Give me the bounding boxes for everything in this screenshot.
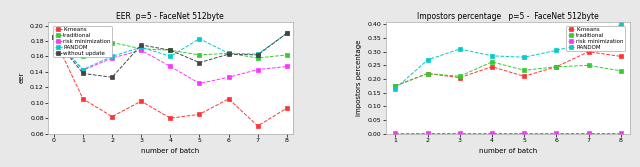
K-means (283, 107, 291, 109)
risk minimization (283, 65, 291, 67)
traditional (520, 69, 528, 71)
risk minimization (520, 132, 528, 134)
K-means (79, 98, 87, 100)
Line: traditional: traditional (394, 60, 623, 88)
RANDOM (138, 46, 145, 48)
Title: EER  p=5 - FaceNet 512byte: EER p=5 - FaceNet 512byte (116, 12, 224, 21)
risk minimization (585, 132, 593, 134)
RANDOM (552, 49, 560, 51)
traditional (617, 70, 625, 72)
risk minimization (196, 82, 204, 85)
K-means (488, 66, 496, 68)
Title: Impostors percentage   p=5 -  FaceNet 512byte: Impostors percentage p=5 - FaceNet 512by… (417, 12, 599, 21)
traditional (552, 66, 560, 68)
RANDOM (488, 55, 496, 57)
K-means (138, 100, 145, 102)
traditional (424, 72, 431, 74)
K-means (108, 116, 116, 118)
Line: K-means: K-means (394, 50, 623, 88)
K-means (456, 77, 463, 79)
risk minimization (456, 132, 463, 134)
Line: K-means: K-means (52, 35, 289, 128)
traditional (283, 54, 291, 56)
traditional (108, 42, 116, 44)
risk minimization (488, 132, 496, 134)
risk minimization (254, 68, 262, 70)
traditional (225, 52, 232, 54)
traditional (488, 61, 496, 63)
RANDOM (79, 68, 87, 70)
K-means (166, 117, 174, 119)
RANDOM (283, 32, 291, 34)
risk minimization (225, 76, 232, 78)
K-means (254, 125, 262, 127)
risk minimization (138, 49, 145, 51)
K-means (520, 75, 528, 77)
traditional (585, 64, 593, 66)
risk minimization (108, 57, 116, 59)
traditional (456, 75, 463, 77)
without update (254, 54, 262, 56)
K-means (617, 55, 625, 57)
traditional (79, 55, 87, 57)
RANDOM (254, 53, 262, 55)
RANDOM (50, 36, 58, 38)
X-axis label: number of batch: number of batch (479, 148, 537, 154)
Line: RANDOM: RANDOM (394, 23, 623, 90)
K-means (392, 85, 399, 87)
traditional (50, 36, 58, 38)
K-means (50, 36, 58, 38)
Legend: K-means, traditional, risk minimization, RANDOM: K-means, traditional, risk minimization,… (566, 26, 625, 51)
K-means (196, 113, 204, 115)
traditional (138, 48, 145, 50)
RANDOM (520, 56, 528, 58)
risk minimization (166, 65, 174, 67)
Y-axis label: impostors percentage: impostors percentage (356, 39, 362, 116)
K-means (225, 98, 232, 100)
Line: risk minimization: risk minimization (394, 131, 623, 134)
X-axis label: number of batch: number of batch (141, 148, 200, 154)
without update (283, 32, 291, 34)
K-means (552, 66, 560, 68)
RANDOM (456, 48, 463, 50)
without update (50, 36, 58, 38)
RANDOM (108, 55, 116, 57)
without update (138, 44, 145, 46)
risk minimization (552, 132, 560, 134)
without update (79, 72, 87, 74)
traditional (166, 49, 174, 51)
Line: risk minimization: risk minimization (52, 35, 289, 85)
RANDOM (166, 55, 174, 57)
Y-axis label: eer: eer (19, 72, 24, 83)
risk minimization (617, 132, 625, 134)
traditional (254, 57, 262, 59)
traditional (196, 54, 204, 56)
without update (225, 53, 232, 55)
RANDOM (585, 41, 593, 43)
without update (196, 62, 204, 64)
RANDOM (617, 23, 625, 25)
risk minimization (50, 36, 58, 38)
Line: traditional: traditional (52, 35, 289, 60)
K-means (585, 51, 593, 53)
without update (166, 49, 174, 51)
risk minimization (392, 132, 399, 134)
RANDOM (392, 88, 399, 90)
traditional (392, 85, 399, 87)
RANDOM (196, 38, 204, 40)
RANDOM (225, 52, 232, 54)
risk minimization (79, 69, 87, 71)
Line: RANDOM: RANDOM (52, 32, 289, 71)
without update (108, 76, 116, 78)
Line: without update: without update (52, 32, 289, 79)
risk minimization (424, 132, 431, 134)
Legend: K-means, traditional, risk minimization, RANDOM, without update: K-means, traditional, risk minimization,… (53, 26, 113, 57)
K-means (424, 72, 431, 74)
RANDOM (424, 59, 431, 61)
